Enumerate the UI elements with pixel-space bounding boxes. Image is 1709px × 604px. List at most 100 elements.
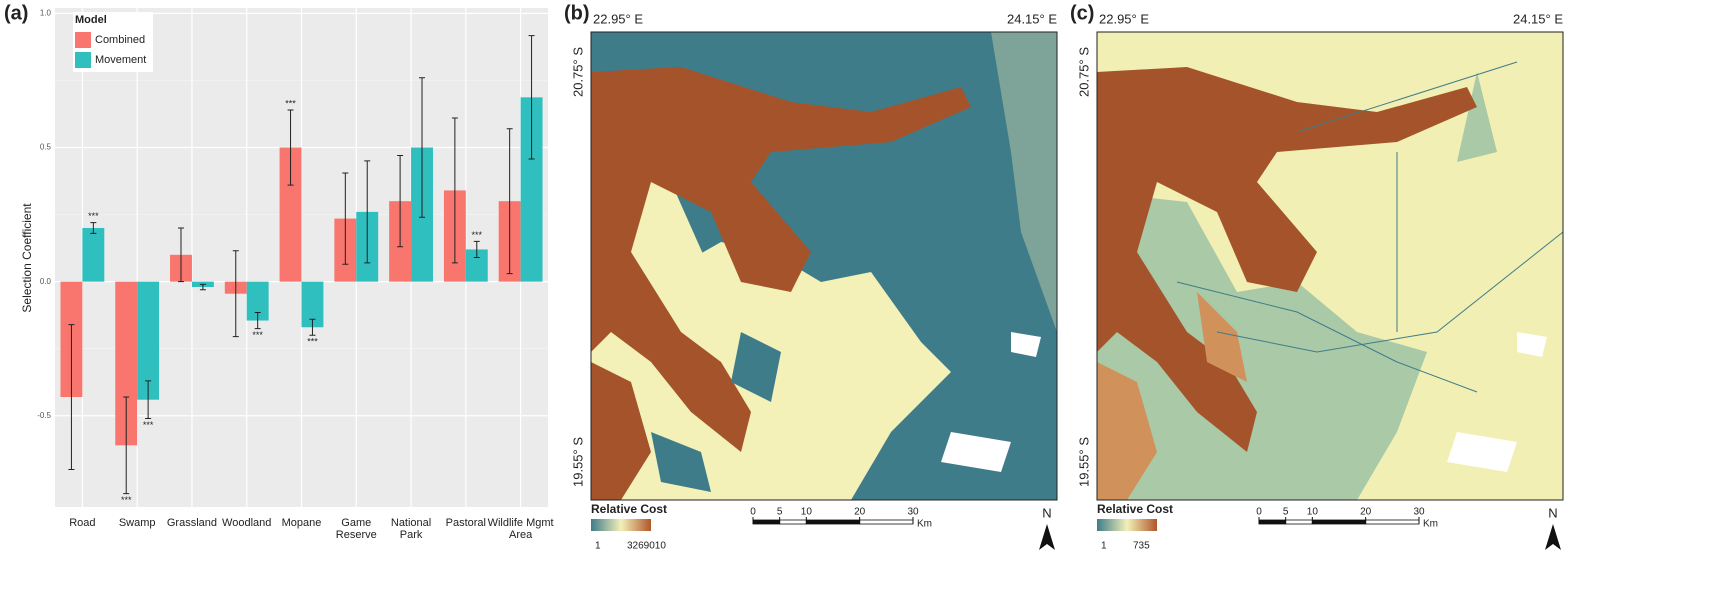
scale-segment: [779, 519, 807, 525]
map-frame: [590, 31, 1058, 501]
bar: [246, 281, 269, 321]
x-tick-label: Road: [69, 517, 95, 529]
error-bar: [473, 240, 480, 258]
colorbar-title: Relative Cost: [1097, 502, 1173, 516]
panel-label: (a): [4, 2, 28, 24]
panel-label: (c): [1070, 2, 1094, 24]
longitude-label: 22.95° E: [1099, 11, 1149, 26]
map-road: [1176, 61, 1564, 393]
legend-label: Movement: [95, 54, 146, 66]
map-frame: [1096, 31, 1564, 501]
error-bar: [528, 35, 535, 160]
scale-unit: Km: [1423, 519, 1438, 530]
scale-label: 20: [1360, 507, 1372, 518]
north-label: N: [1042, 505, 1051, 520]
colorbar: [591, 519, 651, 531]
legend-swatch: [75, 32, 91, 48]
x-tick-label: Pastoral: [446, 517, 486, 529]
significance-label: ***: [472, 230, 483, 240]
x-tick-label: Wildlife Mgmt Area: [488, 517, 554, 541]
colorbar: [1097, 519, 1157, 531]
legend-label: Combined: [95, 34, 145, 46]
panel-label: (b): [564, 2, 590, 24]
y-axis-label: Selection Coefficient: [20, 203, 34, 313]
error-bar: [342, 172, 349, 265]
x-tick-label: Mopane: [282, 517, 322, 529]
scale-label: 20: [854, 507, 866, 518]
y-tick-label: 0.5: [40, 143, 52, 152]
error-bar: [68, 324, 75, 470]
x-tick-label: National Park: [391, 517, 431, 541]
legend-swatch: [75, 52, 91, 68]
x-tick-label: Grassland: [167, 517, 217, 529]
scale-label: 5: [777, 507, 783, 518]
scale-segment: [1365, 519, 1420, 525]
colorbar-title: Relative Cost: [591, 502, 667, 516]
x-tick-label: Woodland: [222, 517, 271, 529]
significance-label: ***: [88, 211, 99, 221]
map-region: [941, 332, 1041, 472]
longitude-label: 24.15° E: [1007, 11, 1057, 26]
colorbar-max: 3269010: [627, 541, 666, 552]
map-panel: [1097, 32, 1564, 500]
latitude-label: 19.55° S: [570, 437, 585, 487]
scale-unit: Km: [917, 519, 932, 530]
north-arrow: [1545, 524, 1561, 550]
error-bar: [309, 318, 316, 336]
error-bar: [177, 227, 184, 283]
longitude-label: 24.15° E: [1513, 11, 1563, 26]
scale-segment: [1311, 519, 1367, 525]
significance-label: ***: [121, 495, 132, 505]
scale-label: 30: [907, 507, 919, 518]
scale-segment: [859, 519, 914, 525]
north-arrow: [1039, 524, 1055, 550]
map-region: [651, 332, 781, 492]
error-bar: [145, 380, 152, 419]
map-region: [1097, 292, 1247, 500]
error-bar: [451, 117, 458, 264]
map-region: [591, 172, 951, 500]
x-tick-label: Game Reserve: [336, 517, 377, 541]
bar: [82, 227, 105, 282]
error-bar: [506, 128, 513, 275]
longitude-label: 22.95° E: [593, 11, 643, 26]
latitude-label: 20.75° S: [1076, 47, 1091, 97]
error-bar: [90, 222, 97, 234]
scale-segment: [1258, 519, 1287, 525]
significance-label: ***: [285, 98, 296, 108]
north-label: N: [1548, 505, 1557, 520]
colorbar-max: 735: [1133, 541, 1150, 552]
significance-label: ***: [252, 330, 263, 340]
map-panel: [591, 32, 1057, 500]
y-tick-label: 0.0: [40, 277, 52, 286]
error-bar: [123, 396, 130, 495]
scale-label: 0: [1256, 507, 1262, 518]
bar: [279, 147, 302, 282]
scale-label: 0: [750, 507, 756, 518]
error-bar: [199, 283, 206, 291]
bar: [115, 281, 138, 446]
latitude-label: 19.55° S: [1076, 437, 1091, 487]
bar: [520, 97, 543, 282]
scale-segment: [1285, 519, 1313, 525]
scale-segment: [805, 519, 861, 525]
bar: [301, 281, 324, 328]
bar: [465, 249, 488, 282]
colorbar-min: 1: [1101, 541, 1107, 552]
error-bar: [254, 311, 261, 330]
significance-label: ***: [143, 420, 154, 430]
map-region: [1447, 332, 1547, 472]
scale-segment: [752, 519, 781, 525]
error-bar: [232, 250, 239, 338]
significance-label: ***: [307, 337, 318, 347]
scale-label: 10: [1307, 507, 1319, 518]
error-bar: [397, 155, 404, 248]
latitude-label: 20.75° S: [570, 47, 585, 97]
y-tick-label: -0.5: [37, 411, 51, 420]
map-region: [991, 32, 1057, 332]
error-bar: [419, 77, 426, 218]
scale-label: 10: [801, 507, 813, 518]
scale-label: 5: [1283, 507, 1289, 518]
bar: [137, 281, 160, 400]
